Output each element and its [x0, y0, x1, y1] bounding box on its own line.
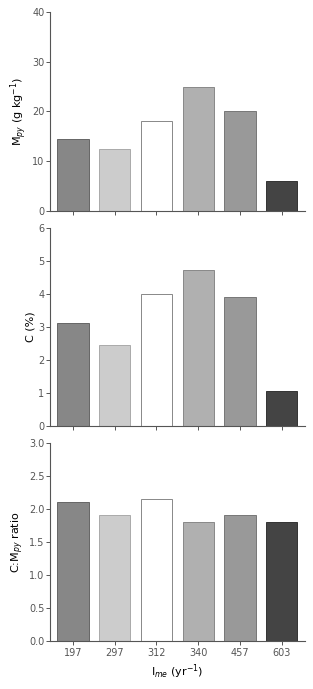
Bar [57, 138, 89, 211]
Bar [99, 149, 131, 211]
Bar [182, 87, 214, 211]
Y-axis label: M$_{py}$ (g kg$^{-1}$): M$_{py}$ (g kg$^{-1}$) [8, 77, 29, 146]
X-axis label: I$_{me}$ (yr$^{-1}$): I$_{me}$ (yr$^{-1}$) [151, 662, 203, 681]
Bar [141, 121, 172, 211]
Bar [266, 391, 297, 426]
Bar [224, 515, 256, 641]
Bar [266, 181, 297, 211]
Bar [224, 297, 256, 426]
Bar [99, 344, 131, 426]
Bar [99, 515, 131, 641]
Y-axis label: C (%): C (%) [25, 311, 35, 342]
Bar [266, 522, 297, 641]
Bar [141, 294, 172, 426]
Bar [141, 499, 172, 641]
Bar [57, 502, 89, 641]
Bar [182, 271, 214, 426]
Bar [57, 323, 89, 426]
Bar [224, 112, 256, 211]
Bar [182, 522, 214, 641]
Y-axis label: C:M$_{py}$ ratio: C:M$_{py}$ ratio [10, 511, 26, 573]
